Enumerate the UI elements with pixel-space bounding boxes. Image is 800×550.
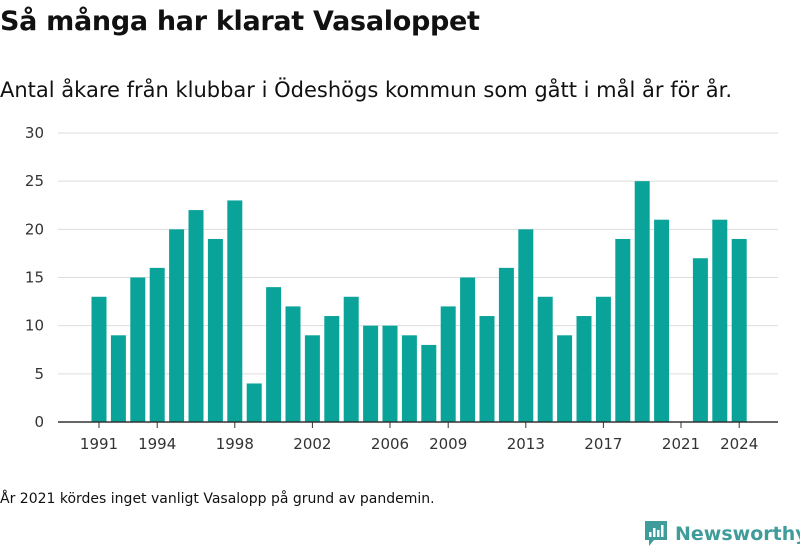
bar-1991 [91,296,107,422]
bar-2017 [595,296,611,422]
grid-lines [58,132,778,375]
bar-2007 [401,335,417,422]
bar-2005 [363,325,379,422]
bar-1998 [227,200,243,422]
x-tick-label: 2002 [293,435,331,453]
y-tick-label: 10 [25,317,44,335]
bar-2012 [498,267,514,422]
chart-subtitle: Antal åkare från klubbar i Ödeshögs komm… [0,78,732,102]
x-tick-label: 2017 [584,435,622,453]
bar-1996 [188,210,204,422]
bar-2000 [266,287,282,422]
bar-2011 [479,316,495,422]
y-tick-label: 30 [25,124,44,142]
x-tick-label: 2009 [429,435,467,453]
x-tick-labels: 1991 1994 1998 2002 2006 2009 2013 2017 2021 2024 [80,422,758,453]
y-tick-label: 5 [34,365,44,383]
bar-2010 [460,277,476,422]
y-tick-label: 15 [25,269,44,287]
x-tick-label: 1991 [80,435,118,453]
bar-2015 [557,335,573,422]
bar-2003 [324,316,340,422]
bar-1999 [246,383,262,422]
newsworthy-chart-icon [645,521,667,546]
x-tick-label: 2006 [371,435,409,453]
bars [91,181,747,422]
bar-2013 [518,229,534,422]
x-tick-label: 1998 [216,435,254,453]
brand-name: Newsworthy [675,523,800,545]
bar-2001 [285,306,301,422]
bar-2020 [654,219,670,422]
x-tick-label: 2021 [662,435,700,453]
y-tick-label: 25 [25,172,44,190]
x-tick-label: 2013 [507,435,545,453]
bar-1994 [149,267,165,422]
bar-1992 [110,335,126,422]
y-tick-label: 0 [34,413,44,431]
x-tick-label: 1994 [138,435,176,453]
footnote: År 2021 kördes inget vanligt Vasalopp på… [0,491,435,507]
bar-2004 [343,296,359,422]
bar-1995 [169,229,185,422]
bar-2018 [615,238,631,422]
bar-1993 [130,277,146,422]
bar-2023 [712,219,728,422]
bar-2009 [440,306,456,422]
x-tick-label: 2024 [720,435,758,453]
bar-2002 [304,335,320,422]
y-tick-labels: 0 5 10 15 20 25 30 [25,124,44,431]
bar-2016 [576,316,592,422]
bar-2008 [421,344,437,422]
bar-2024 [731,238,747,422]
bar-2019 [634,181,650,422]
brand-logo[interactable]: Newsworthy [645,519,800,549]
bar-2006 [382,325,398,422]
chart-title: Så många har klarat Vasaloppet [0,6,480,37]
bar-2014 [537,296,553,422]
y-tick-label: 20 [25,220,44,238]
bar-2022 [692,258,708,422]
bar-chart: 0 5 10 15 20 25 30 1991 1994 1998 2002 2006 2009 201… [25,124,778,453]
bar-1997 [207,238,223,422]
